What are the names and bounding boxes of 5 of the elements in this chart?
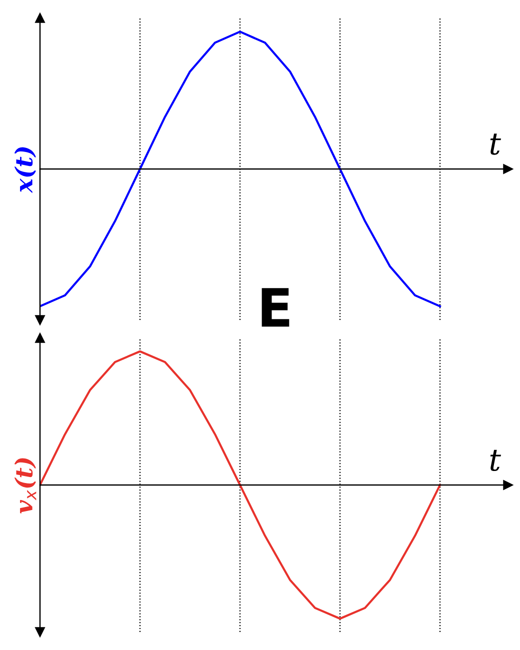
annotation: E [262,288,290,327]
y-axis-title: x(t) [14,147,36,194]
y-axis-title: v$_{x}$(t) [14,458,36,514]
x-axis-title: t [490,450,502,472]
x-axis-title: t [490,134,502,155]
